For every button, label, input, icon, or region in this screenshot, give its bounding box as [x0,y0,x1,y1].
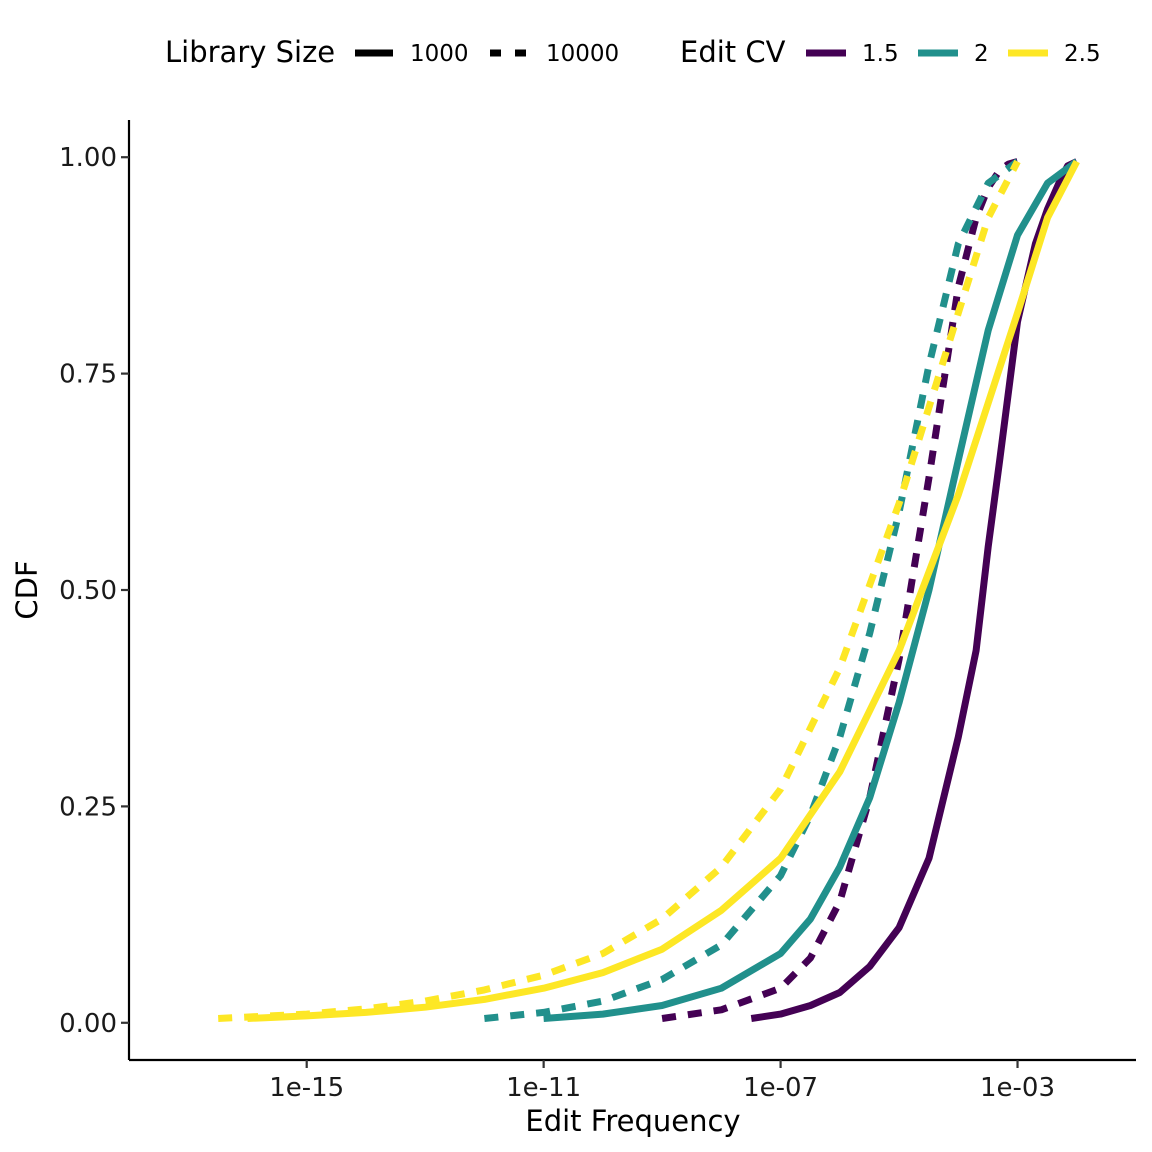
y-tick-label: 0.25 [59,792,117,822]
y-tick-label: 0.50 [59,576,117,606]
y-tick-label: 0.75 [59,360,117,390]
x-tick-label: 1e-07 [743,1073,818,1103]
series-line-cv-2-lib-10000 [484,158,1020,1022]
axes: 0.00 0.25 0.50 0.75 1.00 1e-15 1e-11 1e-07 1e-0… [10,120,1136,1138]
legend-edit-cv-items: 1.5 2 2.5 [806,41,1101,67]
series-line-cv-2_5-lib-10000 [218,159,1021,1022]
series-line-cv-2-lib-1000 [543,158,1079,1022]
legend-title-edit-cv: Edit CV [680,35,786,69]
legend-label-cv-1_5: 1.5 [862,41,899,67]
series-line-cv-2_5-lib-1000 [247,159,1080,1022]
legend: Library Size 1000 10000 Edit CV 1.5 2 2.5 [165,35,1101,69]
x-tick-label: 1e-03 [980,1073,1055,1103]
x-axis-ticks: 1e-15 1e-11 1e-07 1e-03 [269,1060,1055,1103]
legend-library-size-items: 1000 10000 [355,41,619,67]
x-tick-label: 1e-11 [506,1073,581,1103]
legend-label-library-1000: 1000 [410,41,469,67]
legend-label-cv-2: 2 [974,41,989,67]
y-tick-label: 1.00 [59,143,117,173]
legend-title-library-size: Library Size [165,35,335,69]
y-tick-label: 0.00 [59,1009,117,1039]
legend-label-library-10000: 10000 [546,41,619,67]
x-tick-label: 1e-15 [269,1073,344,1103]
series-line-cv-1_5-lib-10000 [661,158,1019,1022]
series-line-cv-1_5-lib-1000 [750,158,1079,1022]
y-axis-title: CDF [10,560,44,619]
y-axis-ticks: 0.00 0.25 0.50 0.75 1.00 [59,143,129,1039]
x-axis-title: Edit Frequency [525,1104,740,1138]
plot-area [218,158,1080,1022]
legend-label-cv-2_5: 2.5 [1064,41,1101,67]
